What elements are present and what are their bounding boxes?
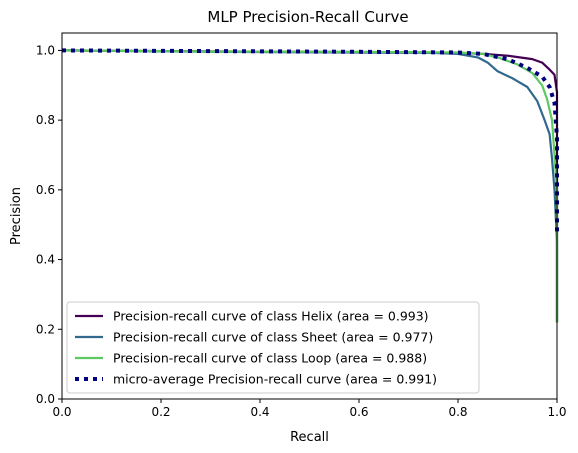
chart-title: MLP Precision-Recall Curve <box>207 8 408 26</box>
x-tick-label: 0.8 <box>448 405 467 419</box>
legend: Precision-recall curve of class Helix (a… <box>66 301 480 394</box>
legend-label: micro-average Precision-recall curve (ar… <box>113 372 437 387</box>
y-axis-label: Precision <box>9 187 24 245</box>
series-lines <box>61 48 559 323</box>
y-tick-label: 0.4 <box>36 253 55 267</box>
x-tick-label: 0.0 <box>52 405 71 419</box>
y-tick-label: 0.2 <box>36 322 55 336</box>
y-tick-label: 0.0 <box>36 392 55 406</box>
y-tick-label: 1.0 <box>36 43 55 57</box>
plot-frame <box>61 32 558 400</box>
x-axis-label: Recall <box>290 430 329 445</box>
series-line-3 <box>61 49 559 323</box>
x-axis-ticks: 0.0 0.2 0.4 0.6 0.8 1.0 <box>52 399 567 419</box>
legend-label: Precision-recall curve of class Sheet (a… <box>113 330 433 345</box>
y-tick-label: 0.8 <box>36 113 55 127</box>
legend-label: Precision-recall curve of class Loop (ar… <box>113 351 427 366</box>
legend-box <box>66 301 480 394</box>
x-tick-label: 0.4 <box>250 405 269 419</box>
x-tick-label: 0.6 <box>349 405 368 419</box>
series-line-4 <box>61 48 559 232</box>
y-axis-ticks: 0.0 0.2 0.4 0.6 0.8 1.0 <box>36 43 62 406</box>
legend-label: Precision-recall curve of class Helix (a… <box>113 309 429 324</box>
y-tick-label: 0.6 <box>36 183 55 197</box>
x-tick-label: 1.0 <box>547 405 566 419</box>
x-tick-label: 0.2 <box>151 405 170 419</box>
